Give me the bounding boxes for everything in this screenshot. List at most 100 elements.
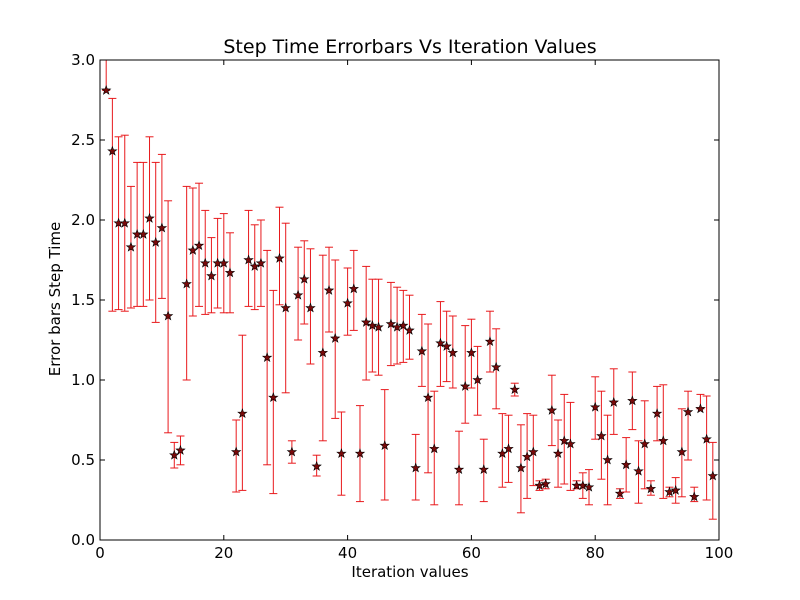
data-point-star	[608, 396, 619, 407]
data-point-star	[330, 332, 341, 343]
y-tick-label: 2.0	[71, 211, 95, 229]
data-point-star	[175, 444, 186, 455]
data-point-star	[490, 361, 502, 372]
data-point-star	[429, 443, 440, 454]
data-point-star	[311, 460, 322, 471]
data-point-star	[150, 236, 161, 247]
x-tick-label: 0	[95, 544, 105, 562]
x-axis: 0 20 40 60 80 100	[95, 60, 733, 562]
data-point-star	[515, 462, 527, 473]
data-point-star	[243, 254, 254, 265]
data-point-star	[224, 267, 236, 278]
y-tick-label: 0.5	[71, 451, 95, 469]
data-point-star	[565, 438, 576, 449]
data-point-star	[280, 302, 291, 313]
y-tick-label: 2.5	[71, 131, 95, 149]
x-tick-label: 80	[586, 544, 605, 562]
y-axis-label: Error bars Step Time	[46, 222, 64, 376]
data-point-star	[447, 347, 459, 358]
data-point-star	[200, 257, 211, 268]
data-point-star	[286, 446, 298, 457]
data-point-star	[404, 324, 415, 335]
data-point-star	[119, 217, 130, 228]
x-tick-label: 40	[338, 544, 357, 562]
data-point-star	[633, 465, 644, 476]
data-point-star	[503, 443, 514, 454]
data-point-star	[373, 321, 384, 332]
data-point-star	[689, 491, 700, 502]
data-point-star	[682, 406, 694, 417]
data-point-star	[534, 480, 545, 491]
data-point-star	[305, 302, 316, 313]
data-point-star	[274, 252, 285, 263]
y-tick-label: 1.0	[71, 371, 95, 389]
data-point-star	[484, 336, 496, 347]
data-point-star	[546, 404, 558, 415]
data-point-star	[670, 484, 681, 495]
chart-title: Step Time Errorbars Vs Iteration Values	[223, 36, 596, 58]
data-point-star	[193, 240, 205, 251]
data-point-star	[237, 408, 248, 419]
data-point-star	[645, 483, 657, 494]
x-tick-label: 20	[214, 544, 233, 562]
data-point-star	[651, 408, 663, 419]
data-point-star	[249, 260, 260, 271]
data-point-star	[367, 320, 378, 331]
data-point-star	[218, 257, 229, 268]
x-axis-label: Iteration values	[351, 563, 468, 581]
data-point-star	[466, 347, 477, 358]
data-point-star	[602, 454, 613, 465]
data-point-star	[100, 84, 112, 95]
y-tick-label: 0.0	[71, 531, 95, 549]
data-point-star	[528, 446, 539, 457]
y-tick-label: 1.5	[71, 291, 95, 309]
data-point-star	[552, 448, 564, 459]
data-point-star	[317, 347, 329, 358]
x-tick-label: 60	[462, 544, 481, 562]
data-point-star	[410, 462, 421, 473]
data-point-star	[559, 435, 570, 446]
data-point-star	[181, 278, 192, 289]
data-point-star	[323, 284, 335, 295]
data-point-star	[472, 374, 483, 385]
data-point-star	[398, 320, 409, 331]
data-point-star	[348, 283, 359, 294]
data-point-star	[583, 481, 595, 492]
data-point-star	[435, 337, 446, 348]
data-point-star	[206, 270, 217, 281]
data-point-star	[385, 318, 397, 329]
y-tick-label: 3.0	[71, 51, 95, 69]
data-point-star	[596, 430, 607, 441]
data-point-star	[627, 395, 638, 406]
data-point-star	[707, 470, 719, 481]
series-group	[100, 60, 719, 520]
plot-frame	[99, 59, 720, 541]
data-point-star	[453, 464, 465, 475]
data-point-star	[391, 321, 403, 332]
data-point-star	[261, 352, 273, 363]
data-point-star	[639, 438, 650, 449]
data-point-star	[379, 440, 390, 451]
data-point-star	[441, 340, 452, 351]
data-point-star	[664, 486, 675, 497]
data-point-star	[138, 228, 149, 239]
data-point-star	[230, 446, 242, 457]
y-axis: 0.0 0.5 1.0 1.5 2.0 2.5 3.0	[71, 51, 719, 549]
x-tick-label: 100	[705, 544, 734, 562]
data-point-star	[255, 257, 267, 268]
data-point-star	[460, 380, 471, 391]
data-point-star	[125, 241, 137, 252]
data-point-star	[360, 316, 372, 327]
data-point-star	[590, 401, 601, 412]
data-point-star	[509, 384, 520, 395]
data-point-star	[156, 222, 168, 233]
data-point-star	[299, 273, 310, 284]
data-point-star	[658, 435, 669, 446]
data-point-star	[701, 433, 712, 444]
data-point-star	[540, 478, 551, 489]
plot-area	[100, 60, 719, 520]
data-point-star	[695, 403, 706, 414]
data-point-star	[144, 212, 155, 223]
